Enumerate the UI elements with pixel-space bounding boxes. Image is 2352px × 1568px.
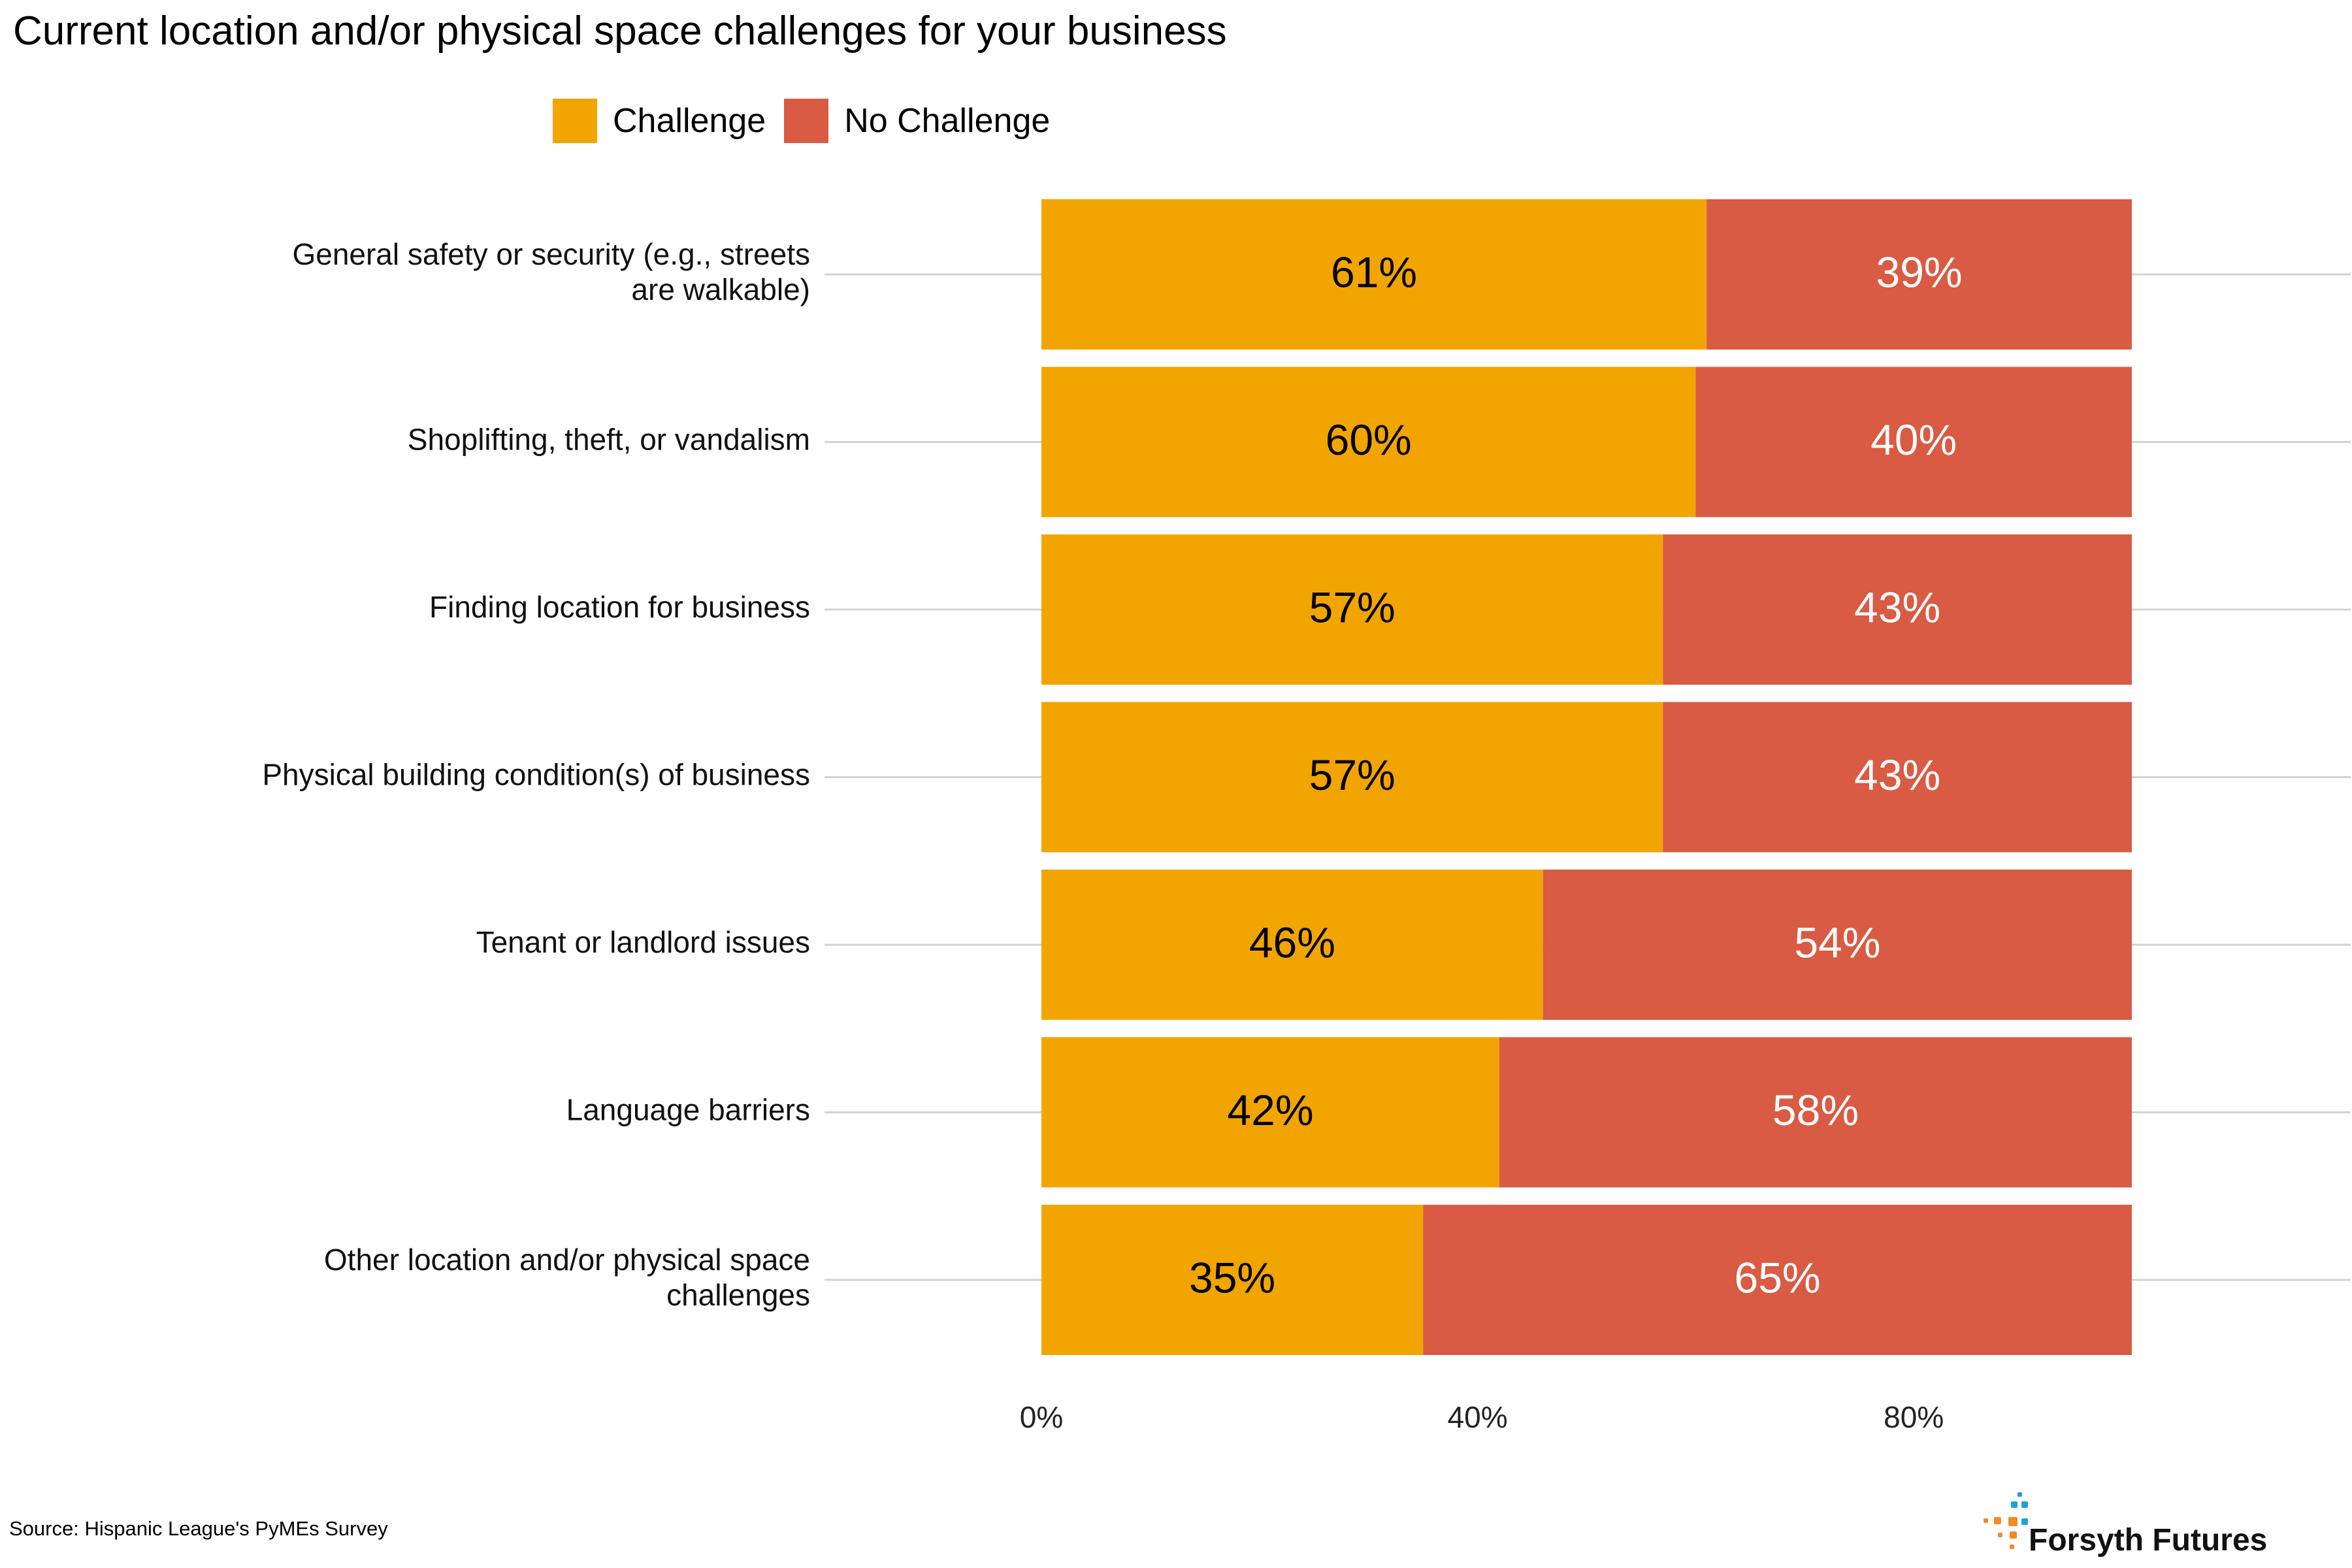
data-label: 54% — [1794, 918, 1880, 966]
legend-label-no-challenge: No Challenge — [844, 102, 1051, 140]
logo-dot-icon — [2021, 1501, 2028, 1508]
data-label: 60% — [1326, 416, 1412, 464]
bar-no-challenge — [1543, 870, 2132, 1020]
data-label: 43% — [1854, 751, 1940, 799]
category-label: Finding location for business — [429, 590, 810, 624]
data-label: 57% — [1309, 583, 1396, 631]
legend-swatch-challenge — [553, 99, 597, 143]
brand-name: Forsyth Futures — [2029, 1523, 2268, 1558]
data-label: 57% — [1309, 751, 1396, 799]
data-label: 58% — [1772, 1086, 1859, 1134]
category-label: General safety or security (e.g., street… — [292, 237, 810, 306]
bar-challenge — [1041, 199, 1707, 350]
logo-dot-icon — [2010, 1544, 2014, 1549]
legend: Challenge No Challenge — [553, 98, 1068, 144]
data-label: 40% — [1870, 416, 1957, 464]
data-label: 35% — [1189, 1253, 1275, 1301]
x-tick-label: 0% — [1020, 1400, 1063, 1434]
data-label: 42% — [1227, 1086, 1313, 1134]
stacked-bar-chart: General safety or security (e.g., street… — [262, 199, 2351, 1434]
bar-challenge — [1041, 870, 1543, 1020]
brand-logo: Forsyth Futures — [1980, 1488, 2280, 1560]
logo-dot-icon — [1994, 1517, 2001, 1524]
bar-no-challenge — [1423, 1205, 2132, 1355]
category-label: Tenant or landlord issues — [476, 925, 810, 959]
chart-title: Current location and/or physical space c… — [13, 8, 1227, 54]
bar-no-challenge — [1695, 367, 2132, 517]
x-tick-label: 80% — [1884, 1400, 1944, 1434]
category-label: Other location and/or physical space chal… — [324, 1243, 810, 1312]
data-label: 65% — [1735, 1253, 1821, 1301]
legend-item-no-challenge[interactable]: No Challenge — [784, 99, 1050, 143]
category-label: Physical building condition(s) of busine… — [262, 758, 810, 792]
data-label: 61% — [1331, 248, 1417, 296]
bar-challenge — [1041, 367, 1696, 517]
x-tick-label: 40% — [1448, 1400, 1508, 1434]
data-label: 46% — [1249, 918, 1335, 966]
logo-dot-icon — [2021, 1518, 2028, 1525]
bar-challenge — [1041, 1205, 1424, 1355]
bar-challenge — [1041, 702, 1663, 853]
source-note: Source: Hispanic League's PyMEs Survey — [9, 1517, 388, 1540]
logo-dot-icon — [1998, 1533, 2002, 1537]
category-label: Language barriers — [566, 1093, 810, 1127]
logo-dot-icon — [1984, 1518, 1988, 1523]
data-label: 39% — [1876, 248, 1962, 296]
bar-no-challenge — [1707, 199, 2132, 350]
bar-no-challenge — [1663, 702, 2132, 853]
category-label: Shoplifting, theft, or vandalism — [408, 423, 810, 457]
logo-dot-icon — [2017, 1492, 2022, 1497]
data-label: 43% — [1854, 583, 1940, 631]
bar-no-challenge — [1499, 1037, 2132, 1188]
logo-dot-icon — [2008, 1517, 2017, 1526]
legend-swatch-no-challenge — [784, 99, 829, 143]
legend-item-challenge[interactable]: Challenge — [553, 99, 766, 143]
bar-challenge — [1041, 534, 1663, 685]
bar-challenge — [1041, 1037, 1499, 1188]
legend-label-challenge: Challenge — [613, 102, 766, 140]
bar-no-challenge — [1663, 534, 2132, 685]
logo-dot-icon — [2011, 1501, 2017, 1508]
logo-dot-icon — [2010, 1531, 2017, 1539]
